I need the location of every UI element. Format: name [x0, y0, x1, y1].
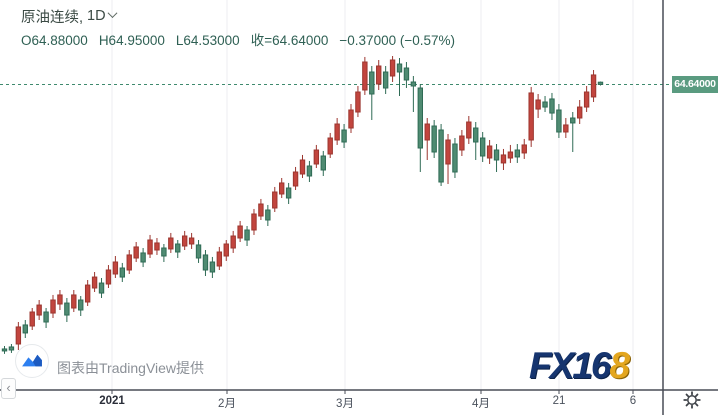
x-axis-label: 3月: [336, 398, 354, 410]
symbol-selector[interactable]: 原油连续, 1D: [21, 6, 455, 26]
fx168-watermark: FX168: [529, 345, 630, 386]
tradingview-attribution[interactable]: 图表由TradingView提供: [15, 344, 204, 378]
low-value: L64.53000: [175, 33, 240, 48]
x-axis-label: 4月: [472, 398, 490, 410]
x-axis-label: 2021: [99, 395, 125, 407]
scroll-back-button[interactable]: ‹: [1, 378, 16, 399]
last-price-label: 64.64000: [672, 75, 718, 93]
high-value: H64.95000: [98, 33, 165, 48]
fx168-navy-text: FX16: [529, 345, 611, 386]
x-axis-label: 2月: [218, 398, 236, 410]
close-value: 收=64.64000: [250, 33, 329, 48]
fx168-gold-text: 8: [609, 345, 630, 386]
attribution-text: 图表由TradingView提供: [57, 360, 205, 376]
x-axis-label: 21: [552, 395, 566, 407]
symbol-name: 原油连续,: [21, 9, 84, 26]
tradingview-logo-icon: [15, 344, 49, 378]
ohlc-readout: O64.88000 H64.95000 L64.53000 收=64.64000 −0.…: [21, 29, 455, 49]
open-value: O64.88000: [21, 33, 88, 48]
change-value: −0.37000 (−0.57%): [339, 33, 455, 48]
x-axis-label: 6: [629, 395, 637, 407]
gear-icon[interactable]: [682, 390, 702, 410]
chevron-down-icon: [107, 8, 118, 19]
interval-label: 1D: [87, 8, 106, 24]
chart-legend: 原油连续, 1D O64.88000 H64.95000 L64.53000 收=64…: [21, 6, 455, 49]
